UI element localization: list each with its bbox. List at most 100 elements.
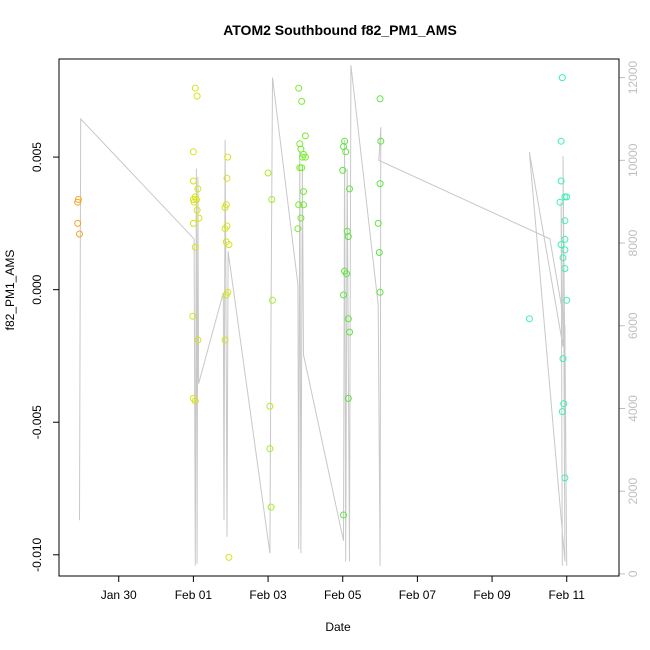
x-tick-label: Jan 30 xyxy=(101,588,137,602)
data-point xyxy=(223,174,231,182)
data-point xyxy=(346,185,353,193)
x-tick-label: Feb 03 xyxy=(249,588,287,602)
y-tick-label: -0.005 xyxy=(30,405,44,439)
data-point xyxy=(74,219,82,227)
y2-tick-label: 0 xyxy=(626,570,640,577)
x-tick-label: Feb 07 xyxy=(399,588,437,602)
data-point xyxy=(74,196,82,203)
data-point xyxy=(189,312,197,320)
data-point xyxy=(296,140,304,148)
x-tick-label: Feb 01 xyxy=(175,588,213,602)
data-point xyxy=(346,328,353,336)
y2-tick-label: 12000 xyxy=(626,61,640,95)
data-point xyxy=(563,193,571,201)
data-point xyxy=(225,241,233,249)
points-layer xyxy=(74,74,571,561)
data-point xyxy=(297,214,305,222)
data-point xyxy=(190,198,198,206)
data-point xyxy=(343,270,350,278)
series-3 xyxy=(294,84,309,233)
series-4 xyxy=(339,95,385,519)
data-point xyxy=(298,97,306,105)
y-axis-label: f82_PM1_AMS xyxy=(3,250,17,331)
data-point xyxy=(557,137,565,145)
data-point xyxy=(340,291,347,299)
data-point xyxy=(266,445,274,453)
data-point xyxy=(269,296,276,304)
data-point xyxy=(300,201,307,209)
data-point xyxy=(559,355,567,363)
chart-title: ATOM2 Southbound f82_PM1_AMS xyxy=(223,22,457,38)
data-point xyxy=(556,198,564,206)
data-point xyxy=(344,394,352,402)
data-point xyxy=(374,219,382,227)
data-point xyxy=(191,397,199,405)
axes-layer: Jan 30 Feb 01 Feb 03 Feb 05 Feb 07 Feb 09 Feb … xyxy=(30,61,640,602)
series-5 xyxy=(525,74,571,482)
data-point xyxy=(561,235,569,243)
data-point xyxy=(266,402,274,410)
data-point xyxy=(268,196,276,203)
data-point xyxy=(561,265,569,272)
series-0 xyxy=(74,196,83,238)
data-point xyxy=(298,153,306,161)
y2-tick-label: 6000 xyxy=(626,312,640,339)
data-point xyxy=(344,315,352,323)
data-point xyxy=(561,217,569,225)
data-point xyxy=(557,177,565,185)
y2-tick-label: 2000 xyxy=(626,478,640,505)
series-1 xyxy=(189,84,233,561)
data-point xyxy=(376,95,384,103)
data-point xyxy=(194,336,202,344)
data-point xyxy=(222,291,230,299)
data-point xyxy=(561,246,569,254)
data-point xyxy=(343,227,351,235)
y-tick-label: -0.010 xyxy=(30,537,44,571)
data-point xyxy=(189,177,197,185)
data-point xyxy=(525,315,533,323)
data-point xyxy=(339,166,347,174)
data-point xyxy=(221,225,229,233)
y2-tick-label: 8000 xyxy=(626,229,640,256)
data-point xyxy=(221,204,229,211)
data-point xyxy=(341,137,349,145)
y2-tick-label: 10000 xyxy=(626,143,640,177)
data-point xyxy=(301,153,309,161)
data-point xyxy=(193,92,201,100)
data-point xyxy=(295,201,303,209)
data-point xyxy=(294,225,302,233)
data-point xyxy=(563,296,571,304)
y2-tick-label: 4000 xyxy=(626,395,640,422)
data-point xyxy=(76,230,83,238)
data-point xyxy=(376,288,384,296)
data-point xyxy=(561,474,569,482)
series-2 xyxy=(264,169,276,511)
data-point xyxy=(189,196,197,203)
data-point xyxy=(221,336,229,344)
data-point xyxy=(267,503,275,511)
data-point xyxy=(191,243,199,251)
x-tick-label: Feb 11 xyxy=(548,588,585,602)
data-point xyxy=(376,180,384,188)
y-tick-label: 0.005 xyxy=(30,142,44,172)
data-point xyxy=(342,148,350,156)
data-point xyxy=(300,188,307,196)
data-point xyxy=(191,84,199,92)
data-point xyxy=(194,185,202,193)
data-point xyxy=(298,164,306,172)
x-tick-label: Feb 05 xyxy=(324,588,362,602)
x-tick-label: Feb 09 xyxy=(473,588,511,602)
y-tick-label: 0.000 xyxy=(30,274,44,304)
data-point xyxy=(189,219,197,227)
data-point xyxy=(344,233,352,241)
data-point xyxy=(557,241,565,249)
x-axis-label: Date xyxy=(325,620,351,634)
data-point xyxy=(377,137,385,145)
secondary-track-layer xyxy=(79,65,568,566)
data-point xyxy=(558,408,566,416)
data-point xyxy=(264,169,272,177)
data-point xyxy=(296,164,304,172)
secondary-track-line xyxy=(79,65,568,566)
